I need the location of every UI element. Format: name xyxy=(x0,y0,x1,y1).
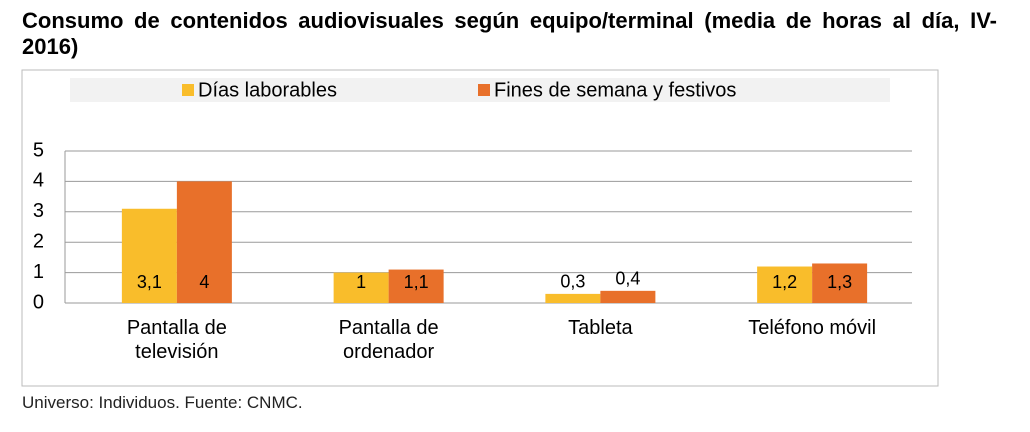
bar xyxy=(757,266,813,303)
bar xyxy=(600,290,656,303)
y-tick-label: 2 xyxy=(33,230,44,252)
legend-swatch xyxy=(182,84,194,96)
value-label: 1,3 xyxy=(827,272,852,292)
value-label: 0,4 xyxy=(615,269,640,289)
x-tick-label: Pantalla de televisión xyxy=(126,317,227,363)
bar xyxy=(121,208,177,303)
value-label: 1,2 xyxy=(772,272,797,292)
source-note: Universo: Individuos. Fuente: CNMC. xyxy=(22,393,303,412)
value-label: 1 xyxy=(356,272,366,292)
legend-swatch xyxy=(478,84,490,96)
value-label: 0,3 xyxy=(560,272,585,292)
chart-frame xyxy=(21,69,939,387)
bar xyxy=(545,293,601,303)
bar xyxy=(333,272,389,303)
y-tick-label: 1 xyxy=(33,261,44,283)
y-tick-label: 3 xyxy=(33,200,44,222)
x-tick-label: Pantalla de ordenador xyxy=(338,317,439,363)
y-tick-label: 0 xyxy=(33,291,44,313)
value-label: 4 xyxy=(199,272,209,292)
y-tick-label: 5 xyxy=(33,139,44,161)
legend-label: Fines de semana y festivos xyxy=(494,79,736,101)
y-tick-label: 4 xyxy=(33,170,44,192)
value-label: 3,1 xyxy=(137,272,162,292)
bar xyxy=(812,263,868,303)
bar xyxy=(388,269,444,303)
legend-label: Días laborables xyxy=(198,79,337,101)
chart-title: Consumo de contenidos audiovisuales segú… xyxy=(22,8,997,59)
x-tick-label: Tableta xyxy=(568,317,633,339)
value-label: 1,1 xyxy=(404,272,429,292)
x-tick-label: Teléfono móvil xyxy=(748,317,877,339)
bar xyxy=(176,181,232,303)
